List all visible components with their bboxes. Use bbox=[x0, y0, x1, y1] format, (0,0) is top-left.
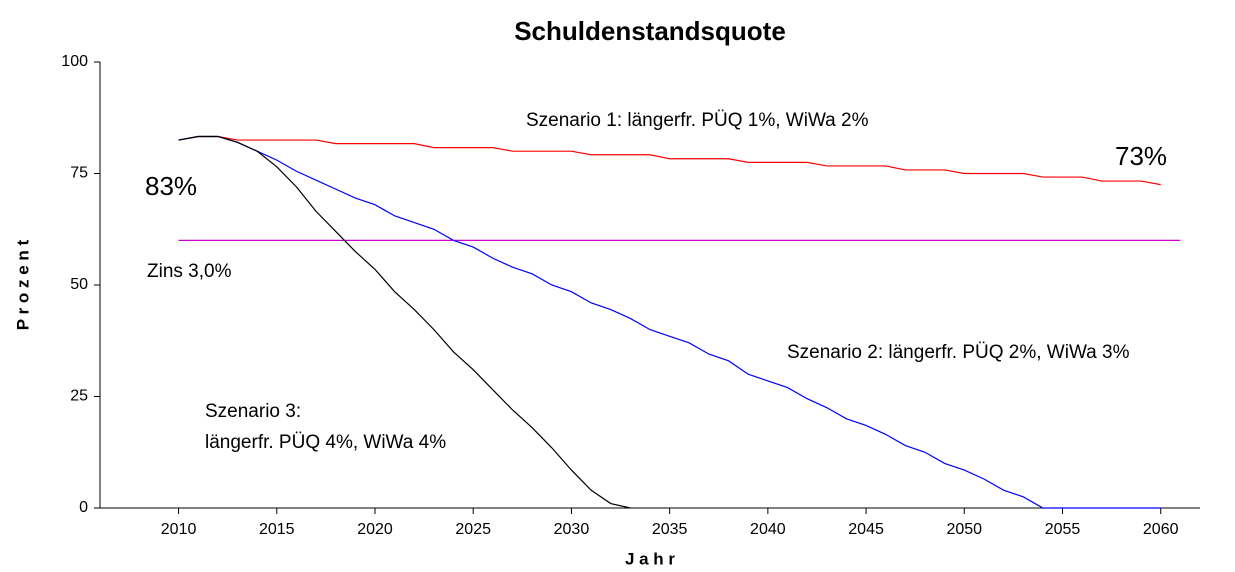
series-line bbox=[178, 135, 1161, 509]
annotation: Szenario 3: bbox=[205, 401, 301, 422]
y-tick-label: 100 bbox=[61, 53, 88, 70]
y-axis-label: P r o z e n t bbox=[13, 239, 32, 330]
annotation: 73% bbox=[1115, 141, 1167, 171]
annotation: 83% bbox=[145, 171, 197, 201]
x-tick-label: 2045 bbox=[848, 521, 884, 538]
x-tick-label: 2055 bbox=[1045, 521, 1081, 538]
annotation: Zins 3,0% bbox=[147, 261, 232, 282]
x-tick-label: 2015 bbox=[259, 521, 295, 538]
annotation: Szenario 1: längerfr. PÜQ 1%, WiWa 2% bbox=[526, 110, 869, 131]
series-line bbox=[178, 135, 1161, 186]
chart-title: Schuldenstandsquote bbox=[514, 16, 786, 46]
x-tick-label: 2035 bbox=[652, 521, 688, 538]
x-tick-label: 2010 bbox=[161, 521, 197, 538]
x-tick-label: 2040 bbox=[750, 521, 786, 538]
y-tick-label: 75 bbox=[70, 165, 88, 182]
y-tick-label: 50 bbox=[70, 276, 88, 293]
y-tick-label: 25 bbox=[70, 388, 88, 405]
x-axis-label: J a h r bbox=[625, 549, 675, 568]
annotation: Szenario 2: längerfr. PÜQ 2%, WiWa 3% bbox=[787, 342, 1130, 363]
x-tick-label: 2050 bbox=[946, 521, 982, 538]
series-line bbox=[178, 135, 631, 509]
x-tick-label: 2060 bbox=[1143, 521, 1179, 538]
y-tick-label: 0 bbox=[79, 499, 88, 516]
x-tick-label: 2020 bbox=[357, 521, 393, 538]
x-tick-label: 2025 bbox=[455, 521, 491, 538]
annotation: längerfr. PÜQ 4%, WiWa 4% bbox=[205, 432, 446, 453]
x-tick-label: 2030 bbox=[554, 521, 590, 538]
